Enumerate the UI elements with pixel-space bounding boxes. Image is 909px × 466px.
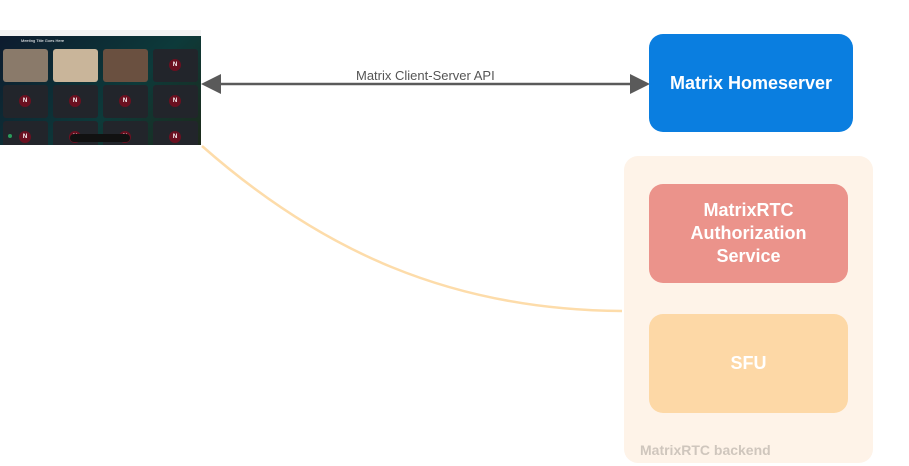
- sfu-node: SFU: [649, 314, 848, 413]
- avatar: N: [169, 59, 181, 71]
- participant-tile: [103, 49, 148, 82]
- avatar: N: [169, 95, 181, 107]
- call-controls: [70, 134, 130, 142]
- browser-bar: [0, 30, 201, 36]
- avatar: N: [19, 131, 31, 143]
- participant-tile: N: [153, 49, 198, 82]
- auth-service-node: MatrixRTC Authorization Service: [649, 184, 848, 283]
- participant-tile: [53, 49, 98, 82]
- backend-group-label: MatrixRTC backend: [640, 442, 771, 458]
- client-server-api-label: Matrix Client-Server API: [356, 68, 495, 83]
- participant-tile: N: [3, 121, 48, 145]
- participant-tile: N: [153, 85, 198, 118]
- participant-tile: N: [103, 85, 148, 118]
- participant-tile: N: [153, 121, 198, 145]
- avatar: N: [169, 131, 181, 143]
- avatar: N: [19, 95, 31, 107]
- client-backend-connector: [201, 145, 623, 313]
- avatar: N: [119, 95, 131, 107]
- status-dot: [8, 134, 12, 138]
- avatar: N: [69, 95, 81, 107]
- meeting-title: Meeting Title Goes Here: [21, 38, 65, 43]
- participant-tile: N: [53, 85, 98, 118]
- participant-tile: [3, 49, 48, 82]
- homeserver-node: Matrix Homeserver: [649, 34, 853, 132]
- client-screenshot: Meeting Title Goes Here NNNNNNNNN: [0, 30, 201, 145]
- participant-tile: N: [3, 85, 48, 118]
